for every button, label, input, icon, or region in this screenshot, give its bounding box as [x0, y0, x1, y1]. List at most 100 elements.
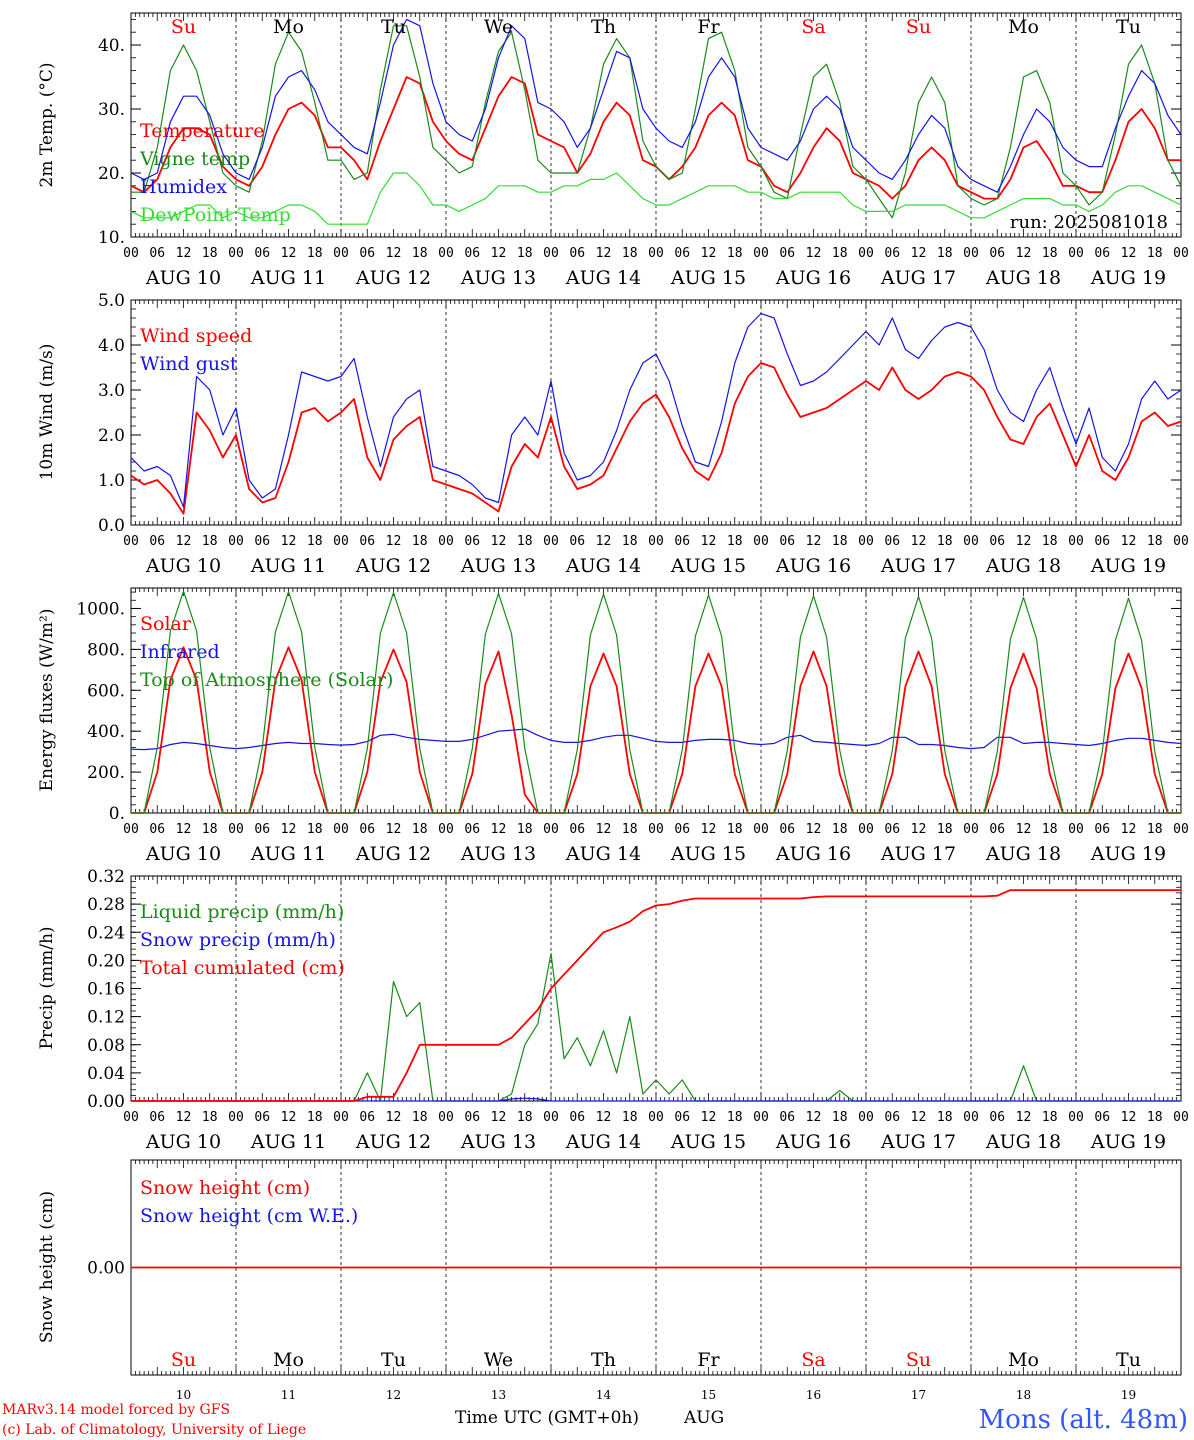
y-axis-label: 10m Wind (m/s)	[37, 344, 57, 481]
hour-tick-label: 00	[438, 1110, 454, 1125]
hour-tick-label: 06	[884, 1110, 900, 1125]
series-line-blue	[130, 18, 1182, 193]
date-label: AUG 14	[565, 555, 641, 577]
hour-tick-label: 18	[517, 822, 533, 837]
legend-entry: Vigne temp	[139, 148, 250, 170]
hour-tick-label: 00	[1068, 1110, 1084, 1125]
hour-tick-label: 12	[176, 822, 192, 837]
hour-tick-label: 18	[1042, 246, 1058, 261]
legend-entry: Snow precip (mm/h)	[140, 929, 336, 951]
y-tick-label: 400.	[87, 722, 125, 742]
hour-tick-label: 12	[386, 1110, 402, 1125]
hour-tick-label: 12	[911, 246, 927, 261]
hour-tick-label: 00	[858, 1110, 874, 1125]
weekday-label: Fr	[697, 16, 720, 38]
series-line-blue	[130, 728, 1182, 751]
hour-tick-label: 06	[1094, 822, 1110, 837]
date-label: AUG 11	[250, 555, 326, 577]
legend-entry: Snow height (cm)	[140, 1177, 310, 1199]
hour-tick-label: 12	[596, 534, 612, 549]
hour-tick-label: 18	[412, 1110, 428, 1125]
date-label: AUG 17	[880, 555, 956, 577]
date-label: AUG 16	[775, 267, 851, 289]
weekday-label: Mo	[273, 1349, 304, 1371]
hour-tick-label: 06	[149, 246, 165, 261]
hour-tick-label: 12	[701, 1110, 717, 1125]
hour-tick-label: 00	[438, 246, 454, 261]
series-line-blue	[130, 312, 1182, 508]
y-tick-label: 4.0	[98, 336, 125, 356]
date-label: AUG 19	[1090, 843, 1166, 865]
day-number-label: 14	[596, 1388, 612, 1402]
hour-tick-label: 12	[281, 246, 297, 261]
series-line-red	[131, 889, 1181, 1102]
weekday-label: Sa	[801, 16, 825, 38]
hour-tick-label: 06	[254, 246, 270, 261]
hour-tick-label: 06	[464, 534, 480, 549]
date-label: AUG 12	[355, 1131, 431, 1153]
hour-tick-label: 06	[149, 1110, 165, 1125]
weekday-label: We	[484, 1349, 513, 1371]
y-tick-label: 0.16	[87, 980, 125, 1000]
hour-tick-label: 18	[1147, 822, 1163, 837]
hour-tick-label: 06	[359, 246, 375, 261]
hour-tick-label: 06	[989, 534, 1005, 549]
hour-tick-label: 18	[1147, 534, 1163, 549]
weekday-label: Tu	[381, 1349, 406, 1371]
hour-tick-label: 06	[149, 534, 165, 549]
weekday-label: Th	[591, 16, 616, 38]
date-label: AUG 19	[1090, 1131, 1166, 1153]
hour-tick-label: 06	[464, 1110, 480, 1125]
day-number-label: 10	[176, 1388, 191, 1402]
hour-tick-label: 18	[202, 534, 218, 549]
hour-tick-label: 18	[937, 534, 953, 549]
hour-tick-label: 00	[228, 822, 244, 837]
hour-tick-label: 00	[648, 534, 664, 549]
hour-tick-label: 12	[806, 822, 822, 837]
hour-tick-label: 00	[438, 534, 454, 549]
series-line-red	[130, 362, 1182, 515]
y-tick-label: 800.	[87, 640, 125, 660]
y-tick-label: 600.	[87, 681, 125, 701]
hour-tick-label: 18	[307, 1110, 323, 1125]
hour-tick-label: 00	[753, 246, 769, 261]
hour-tick-label: 00	[858, 822, 874, 837]
y-tick-label: 0.00	[87, 1092, 125, 1112]
day-number-label: 18	[1016, 1388, 1031, 1402]
hour-tick-label: 18	[832, 1110, 848, 1125]
legend-entry: Solar	[140, 613, 192, 635]
legend-entry: Wind gust	[140, 353, 238, 375]
hour-tick-label: 06	[359, 1110, 375, 1125]
hour-tick-label: 18	[1147, 246, 1163, 261]
date-label: AUG 19	[1090, 267, 1166, 289]
panel-1: 10. 20. 30. 40. 2m Temp. (°C) 00 06 12 18 AUG 10 0…	[37, 12, 1189, 289]
hour-tick-label: 00	[858, 534, 874, 549]
hour-tick-label: 06	[569, 822, 585, 837]
day-number-label: 17	[911, 1388, 926, 1402]
hour-tick-label: 00	[123, 246, 139, 261]
hour-tick-label: 00	[123, 534, 139, 549]
panel-5: 0.00 Snow height (cm) Snow height (cm) Snow…	[37, 1159, 1182, 1402]
day-number-label: 16	[806, 1388, 821, 1402]
date-label: AUG 17	[880, 267, 956, 289]
y-tick-label: 1000.	[76, 599, 125, 619]
hour-tick-label: 18	[307, 534, 323, 549]
hour-tick-label: 00	[1068, 822, 1084, 837]
y-tick-label: 0.04	[87, 1064, 125, 1084]
hour-tick-label: 00	[963, 822, 979, 837]
hour-tick-label: 12	[1016, 822, 1032, 837]
hour-tick-label: 12	[701, 246, 717, 261]
weekday-label: Mo	[1008, 16, 1039, 38]
day-number-label: 13	[491, 1388, 506, 1402]
hour-tick-label: 00	[963, 1110, 979, 1125]
hour-tick-label: 12	[386, 822, 402, 837]
hour-tick-label: 00	[1068, 246, 1084, 261]
weekday-label: Su	[906, 1349, 931, 1371]
hour-tick-label: 00	[753, 534, 769, 549]
hour-tick-label: 12	[386, 246, 402, 261]
date-label: AUG 13	[460, 267, 536, 289]
y-tick-label: 2.0	[98, 426, 125, 446]
hour-tick-label: 12	[281, 1110, 297, 1125]
